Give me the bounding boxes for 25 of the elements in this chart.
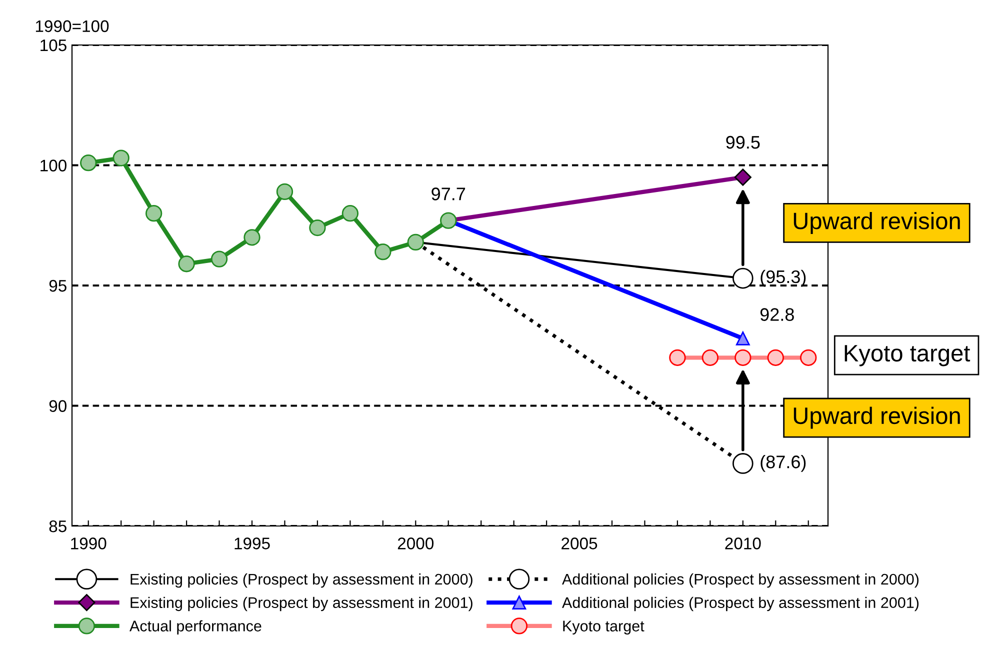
y-tick-label: 90: [49, 400, 66, 412]
x-tick-label: 2010: [725, 538, 761, 550]
annotation: Upward revision: [794, 212, 960, 234]
y-tick-label: 85: [49, 520, 66, 532]
x-tick-label: 2000: [398, 538, 434, 550]
legend-label: Additional policies (Prospect by assessment in 2001): [562, 596, 919, 612]
data-label: 99.5: [726, 136, 760, 149]
data-label: (95.3): [760, 270, 806, 287]
data-label: 97.7: [432, 188, 466, 200]
legend-label: Actual performance: [130, 620, 262, 634]
y-tick-label: 100: [40, 160, 66, 172]
legend-label: Additional policies (Prospect by assessment in 2000): [562, 573, 919, 588]
y-axis-title: 1990=100: [36, 20, 109, 32]
x-tick-label: 1990: [71, 538, 106, 550]
data-label: (87.6): [760, 455, 806, 472]
legend-label: Kyoto target: [563, 620, 644, 634]
legend-label: Existing policies (Prospect by assessment in 2000): [130, 573, 472, 588]
annotation: Upward revision: [794, 406, 960, 429]
data-label: 92.8: [760, 308, 794, 321]
x-tick-label: 2005: [562, 538, 598, 550]
legend-label: Existing policies (Prospect by assessment in 2001): [130, 596, 472, 612]
x-tick-label: 1995: [234, 538, 270, 550]
y-tick-label: 105: [40, 39, 66, 52]
y-tick-label: 95: [49, 280, 66, 292]
text: Kyoto target: [844, 345, 970, 366]
